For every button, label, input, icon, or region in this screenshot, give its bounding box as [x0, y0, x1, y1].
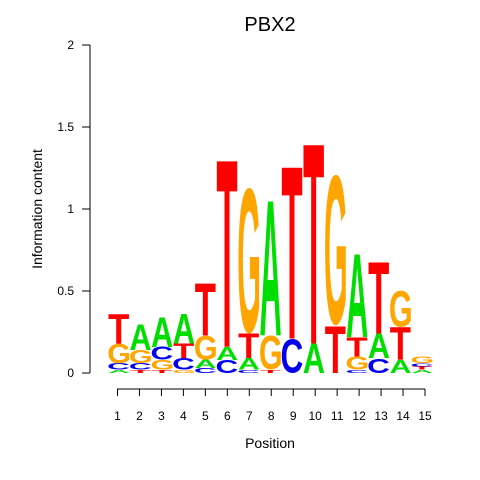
logo-letter-C-pos-13: C	[367, 354, 390, 377]
logo-letter-G-pos-5: G	[194, 328, 218, 367]
logo-letter-G-pos-15: G	[411, 355, 435, 365]
logo-letter-A-pos-2: A	[129, 317, 151, 359]
logo-letter-A-pos-10: A	[303, 335, 325, 382]
logo-letter-A-pos-15: A	[411, 369, 433, 374]
x-tick-label: 13	[374, 409, 388, 423]
y-tick-label: 2	[67, 38, 74, 52]
logo-letter-T-pos-7: T	[238, 327, 259, 366]
logo-letter-G-pos-1: G	[107, 339, 131, 369]
x-tick-label: 3	[158, 409, 165, 423]
logo-letter-G-pos-8: G	[259, 325, 283, 380]
x-tick-label: 7	[246, 409, 253, 423]
logo-letter-C-pos-4: C	[172, 355, 195, 373]
x-tick-label: 6	[224, 409, 231, 423]
logo-letter-G-pos-2: G	[129, 347, 153, 367]
x-tick-label: 2	[136, 409, 143, 423]
logo-letter-G-pos-14: G	[389, 281, 413, 338]
y-axis-label: Information content	[29, 149, 45, 269]
logo-letter-T-pos-11: T	[325, 313, 346, 389]
logo-letter-A-pos-3: A	[151, 309, 173, 356]
y-tick-label: 0.5	[57, 284, 74, 298]
x-tick-label: 1	[114, 409, 121, 423]
logo-letter-A-pos-6: A	[216, 344, 238, 365]
logo-letter-T-pos-1: T	[108, 306, 130, 353]
x-axis-label: Position	[245, 435, 295, 451]
logo-letter-T-pos-15: T	[411, 366, 432, 371]
logo-letter-A-pos-4: A	[173, 306, 195, 353]
logo-letter-C-pos-7: C	[237, 369, 260, 374]
logo-letter-G-pos-12: G	[346, 353, 370, 373]
x-tick-label: 14	[396, 409, 410, 423]
logo-letter-C-pos-5: C	[194, 367, 217, 375]
logo-letter-A-pos-8: A	[259, 161, 281, 378]
logo-letter-T-pos-10: T	[303, 84, 324, 406]
x-axis-ticks: 1 2 3 4 5 6 7 8 9 10 11 12 13 14 15	[114, 389, 432, 423]
logo-letter-C-pos-2: C	[129, 361, 152, 371]
x-tick-label: 8	[268, 409, 275, 423]
x-tick-label: 10	[308, 409, 322, 423]
logo-letter-T-pos-14: T	[390, 318, 411, 370]
logo-letter-T-pos-6: T	[216, 103, 237, 405]
logo-letter-T-pos-2: T	[130, 369, 151, 374]
logo-letter-C-pos-12: C	[346, 369, 369, 374]
logo-letter-T-pos-9: T	[281, 113, 302, 392]
y-tick-label: 1	[67, 202, 74, 216]
x-tick-label: 11	[331, 409, 344, 423]
x-tick-label: 12	[352, 409, 366, 423]
logo-letter-C-pos-3: C	[151, 344, 174, 364]
x-tick-label: 5	[202, 409, 209, 423]
logo-letter-T-pos-13: T	[368, 241, 389, 356]
logo-letter-C-pos-6: C	[216, 357, 239, 377]
logo-letter-A-pos-13: A	[368, 326, 390, 365]
logo-letter-A-pos-12: A	[346, 230, 368, 363]
y-tick-label: 1.5	[57, 120, 74, 134]
x-tick-label: 15	[418, 409, 432, 423]
logo-letter-T-pos-12: T	[346, 331, 367, 363]
logo-letter-G-pos-11: G	[324, 133, 348, 370]
logo-letter-T-pos-3: T	[151, 369, 172, 374]
logo-letter-T-pos-4: T	[173, 340, 195, 364]
y-axis-ticks: 0 0.5 1 1.5 2	[57, 38, 90, 380]
x-tick-label: 9	[290, 409, 297, 423]
logo-letter-A-pos-1: A	[108, 369, 130, 374]
chart-title: PBX2	[244, 14, 295, 36]
logo-letter-G-pos-3: G	[151, 358, 175, 373]
logo-letter-C-pos-15: C	[411, 362, 434, 367]
logo-letter-C-pos-1: C	[107, 361, 130, 371]
logo-letter-T-pos-8: T	[260, 369, 281, 374]
logo-letter-A-pos-7: A	[238, 356, 260, 374]
logo-letter-A-pos-14: A	[389, 357, 411, 378]
y-tick-label: 0	[67, 366, 74, 380]
logo-letter-C-pos-9: C	[281, 329, 304, 384]
logo-letter-T-pos-5: T	[195, 269, 216, 352]
logo-letter-G-pos-4: G	[172, 369, 196, 374]
logo-letter-A-pos-5: A	[194, 357, 216, 370]
x-tick-label: 4	[180, 409, 187, 423]
logo-letter-G-pos-7: G	[237, 147, 261, 376]
